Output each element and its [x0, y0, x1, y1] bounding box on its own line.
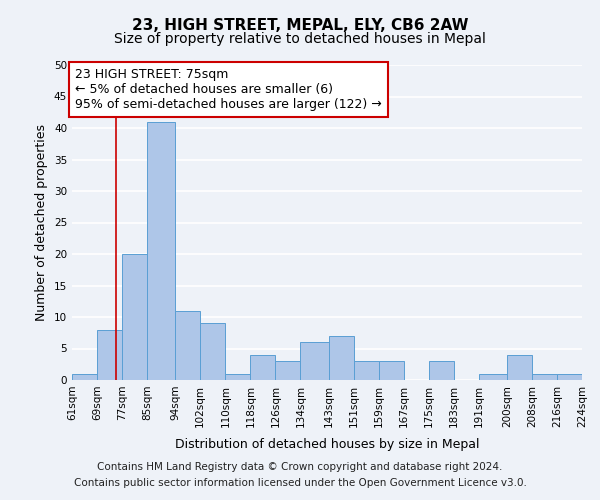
Bar: [329, 336, 353, 380]
Bar: [557, 374, 582, 380]
Y-axis label: Number of detached properties: Number of detached properties: [35, 124, 49, 321]
Bar: [175, 310, 200, 380]
Bar: [250, 355, 275, 380]
Bar: [428, 361, 454, 380]
Bar: [200, 324, 226, 380]
X-axis label: Distribution of detached houses by size in Mepal: Distribution of detached houses by size …: [175, 438, 479, 451]
Text: Size of property relative to detached houses in Mepal: Size of property relative to detached ho…: [114, 32, 486, 46]
Text: Contains HM Land Registry data © Crown copyright and database right 2024.: Contains HM Land Registry data © Crown c…: [97, 462, 503, 472]
Bar: [479, 374, 507, 380]
Text: 23 HIGH STREET: 75sqm
← 5% of detached houses are smaller (6)
95% of semi-detach: 23 HIGH STREET: 75sqm ← 5% of detached h…: [75, 68, 382, 111]
Bar: [532, 374, 557, 380]
Bar: [379, 361, 404, 380]
Bar: [122, 254, 147, 380]
Bar: [507, 355, 532, 380]
Bar: [275, 361, 301, 380]
Text: Contains public sector information licensed under the Open Government Licence v3: Contains public sector information licen…: [74, 478, 526, 488]
Bar: [147, 122, 175, 380]
Bar: [353, 361, 379, 380]
Text: 23, HIGH STREET, MEPAL, ELY, CB6 2AW: 23, HIGH STREET, MEPAL, ELY, CB6 2AW: [132, 18, 468, 32]
Bar: [97, 330, 122, 380]
Bar: [226, 374, 250, 380]
Bar: [301, 342, 329, 380]
Bar: [72, 374, 97, 380]
